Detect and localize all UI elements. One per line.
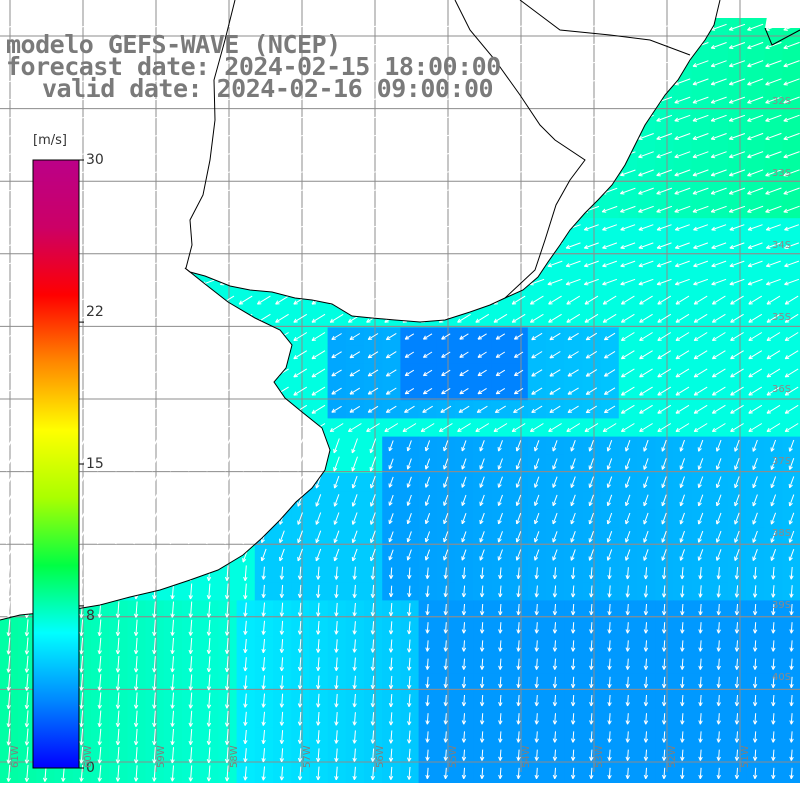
lat-label: 36S	[772, 384, 792, 395]
lat-label: 32S	[772, 96, 792, 107]
land-area	[765, 0, 800, 28]
lon-label: 51W	[740, 745, 751, 768]
lat-label: 39S	[772, 600, 792, 611]
lon-label: 54W	[521, 745, 532, 768]
lat-label: 40S	[772, 672, 792, 683]
lon-label: 53W	[594, 745, 605, 768]
colorbar-tick-label: 15	[86, 456, 104, 472]
lat-label: 33S	[772, 168, 792, 179]
valid-date: valid date: 2024-02-16 09:00:00	[42, 74, 494, 103]
lon-label: 59W	[156, 745, 167, 768]
lon-label: 52W	[667, 745, 678, 768]
lon-label: 56W	[375, 745, 386, 768]
lat-label: 37S	[772, 456, 792, 467]
lat-label: 34S	[772, 240, 792, 251]
lon-label: 55W	[448, 745, 459, 768]
colorbar-tick-label: 8	[86, 608, 95, 624]
colorbar-unit-label: [m/s]	[33, 133, 67, 148]
lat-label: 38S	[772, 528, 792, 539]
colorbar-ramp	[32, 159, 80, 769]
colorbar-tick-label: 22	[86, 304, 104, 320]
lat-label: 35S	[772, 312, 792, 323]
colorbar	[32, 159, 84, 769]
lon-label: 61W	[10, 745, 21, 768]
lon-label: 57W	[302, 745, 313, 768]
lon-label: 58W	[229, 745, 240, 768]
colorbar-tick-label: 30	[86, 152, 104, 168]
lon-label: 60W	[83, 745, 94, 768]
